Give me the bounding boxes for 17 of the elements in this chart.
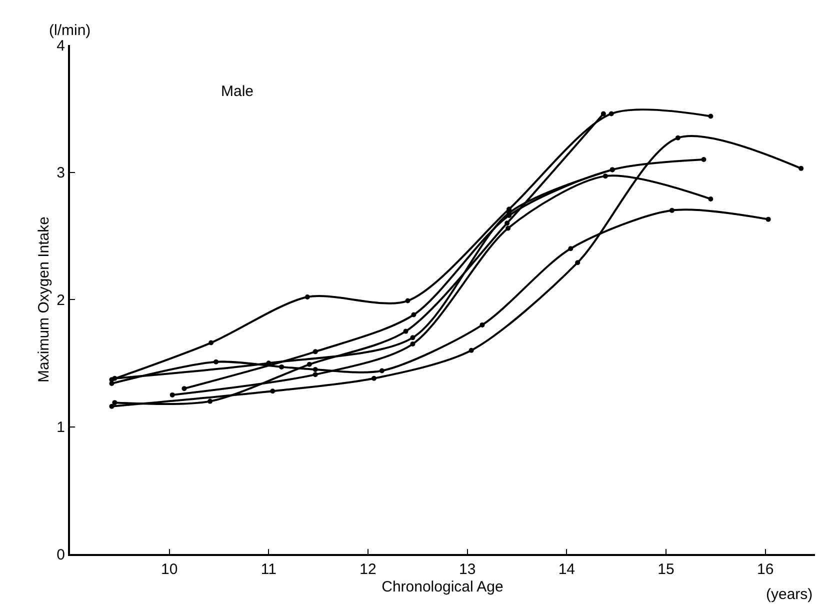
- y-tick-label: 4: [56, 37, 65, 54]
- x-axis-title: Chronological Age: [382, 578, 504, 596]
- y-tick-label: 0: [56, 546, 65, 564]
- x-tick-label: 11: [260, 561, 276, 578]
- x-tick-label: 13: [458, 561, 476, 578]
- y-tick-label: 2: [56, 292, 65, 309]
- text: (years): [766, 586, 813, 603]
- y-tick-label: 1: [56, 419, 65, 436]
- text: (l/min): [49, 22, 91, 39]
- x-tick-label: 16: [756, 561, 774, 578]
- y-axis-title: Maximum Oxygen Intake: [35, 216, 52, 382]
- x-tick-label: 15: [658, 561, 674, 578]
- x-tick-label: 12: [360, 561, 376, 578]
- y-tick-label: 3: [56, 164, 65, 182]
- annotation: Male: [221, 83, 254, 100]
- x-tick-label: 10: [160, 561, 178, 578]
- x-tick-label: 14: [558, 561, 576, 578]
